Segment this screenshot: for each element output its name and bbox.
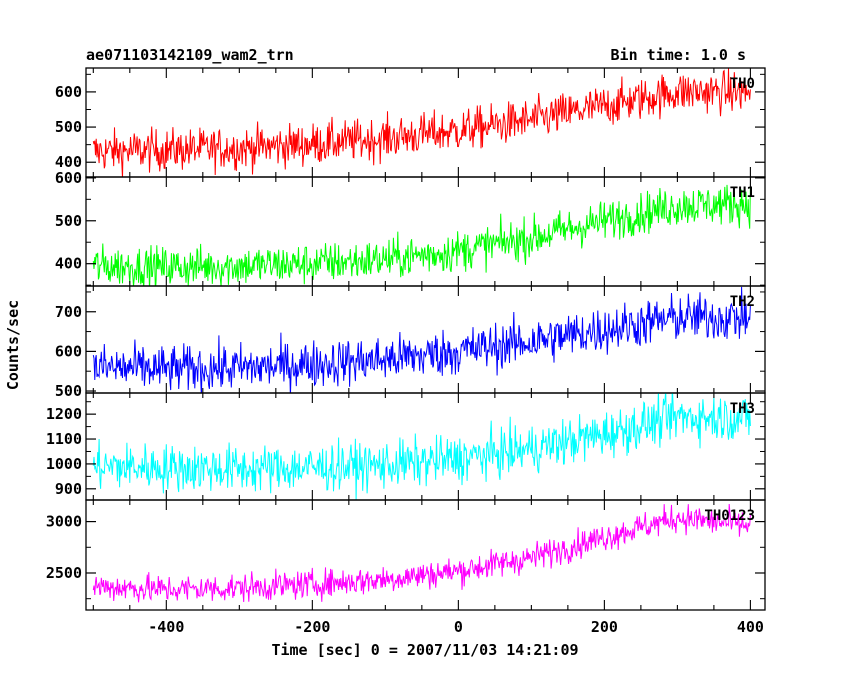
y-tick-label: 1200 [46, 405, 82, 423]
y-tick-label: 500 [55, 212, 82, 230]
x-tick-label: -200 [294, 618, 330, 636]
y-tick-label: 1000 [46, 455, 82, 473]
panels-group: 400 500 600 TH0 400 500 600 TH1 500 600 700 TH2 900 1… [46, 67, 766, 611]
panel-th2: 500 600 700 TH2 [55, 285, 766, 400]
series-line-th0123 [92, 503, 751, 603]
y-tick-label: 600 [55, 83, 82, 101]
x-tick-label: 200 [591, 618, 618, 636]
x-axis-tick-labels: -400 -200 0 200 400 [148, 618, 764, 636]
panel-label-th1: TH1 [730, 185, 755, 201]
x-tick-label: 0 [454, 618, 463, 636]
y-tick-label: 3000 [46, 513, 82, 531]
panel-label-th0: TH0 [730, 76, 755, 92]
chart-title: ae071103142109_wam2_trn [86, 46, 294, 64]
bin-time-label: Bin time: 1.0 s [611, 46, 746, 64]
panel-th0: 400 500 600 TH0 [55, 67, 766, 178]
y-tick-label: 600 [55, 342, 82, 360]
x-tick-label: -400 [148, 618, 184, 636]
y-tick-label: 700 [55, 303, 82, 321]
y-axis-label: Counts/sec [4, 300, 22, 390]
x-axis-label: Time [sec] 0 = 2007/11/03 14:21:09 [271, 641, 578, 659]
y-tick-label: 500 [55, 118, 82, 136]
y-tick-label: 900 [55, 480, 82, 498]
x-tick-label: 400 [737, 618, 764, 636]
panel-th3: 900 1000 1100 1200 TH3 [46, 392, 766, 501]
y-tick-label: 400 [55, 255, 82, 273]
series-line-th0 [92, 68, 751, 177]
y-tick-label: 600 [55, 169, 82, 187]
series-line-th1 [92, 184, 751, 286]
series-line-th3 [92, 393, 751, 500]
panel-th0123: 2500 3000 TH0123 [46, 499, 766, 611]
panel-th1: 400 500 600 TH1 [55, 169, 766, 287]
y-tick-label: 1100 [46, 430, 82, 448]
panel-label-th0123: TH0123 [704, 508, 755, 524]
panel-frame [85, 499, 766, 611]
y-tick-label: 500 [55, 382, 82, 400]
series-line-th2 [92, 286, 751, 393]
y-tick-label: 2500 [46, 564, 82, 582]
panel-label-th3: TH3 [730, 401, 755, 417]
panel-label-th2: TH2 [730, 294, 755, 310]
y-tick-label: 400 [55, 153, 82, 171]
